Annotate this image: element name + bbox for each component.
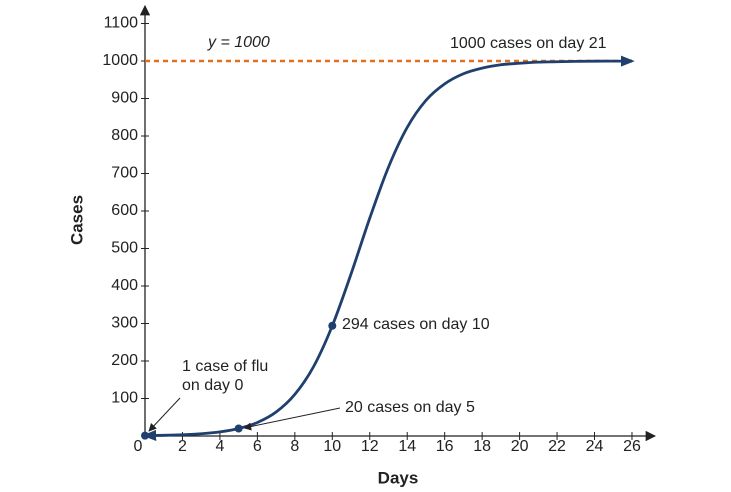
x-tick-label: 2 [178,438,187,455]
x-tick-label: 0 [134,438,143,455]
annotation: 1000 cases on day 21 [450,35,607,52]
x-tick-label: 24 [586,438,604,455]
x-tick-label: 4 [215,438,224,455]
y-tick-label: 100 [111,390,138,407]
y-tick-label: 600 [111,202,138,219]
point [234,424,243,433]
y-tick-label: 400 [111,277,138,294]
x-tick-label: 10 [323,438,341,455]
annotation: 294 cases on day 10 [342,316,490,333]
annotation: on day 0 [182,377,243,394]
x-tick-label: 22 [548,438,566,455]
y-tick-label: 1100 [104,15,139,32]
x-tick-label: 14 [398,438,416,455]
annotation: 20 cases on day 5 [345,399,475,416]
curve [142,55,635,442]
y-tick-label: 700 [111,165,138,182]
x-tick-label: 8 [290,438,299,455]
x-tick-label: 16 [436,438,454,455]
annotation-leader [243,407,341,431]
y-tick-label: 900 [111,90,138,107]
x-tick-label: 18 [473,438,491,455]
point [328,321,337,330]
y-axis-title: Cases [67,195,86,245]
point [141,431,149,440]
y-tick-label: 800 [111,127,138,144]
y-tick-label: 500 [111,240,138,257]
annotation-leader [148,397,181,432]
y-tick-label: 1000 [102,52,138,69]
y-tick-label: 200 [111,352,138,369]
annotation: 1 case of flu [182,358,268,375]
y-tick-label: 300 [111,315,138,332]
x-axis-title: Days [378,468,419,487]
x-tick-label: 6 [253,438,262,455]
asymptote-label: y = 1000 [207,34,270,51]
x-tick-label: 12 [361,438,379,455]
x-tick-label: 20 [511,438,529,455]
x-tick-label: 26 [623,438,641,455]
